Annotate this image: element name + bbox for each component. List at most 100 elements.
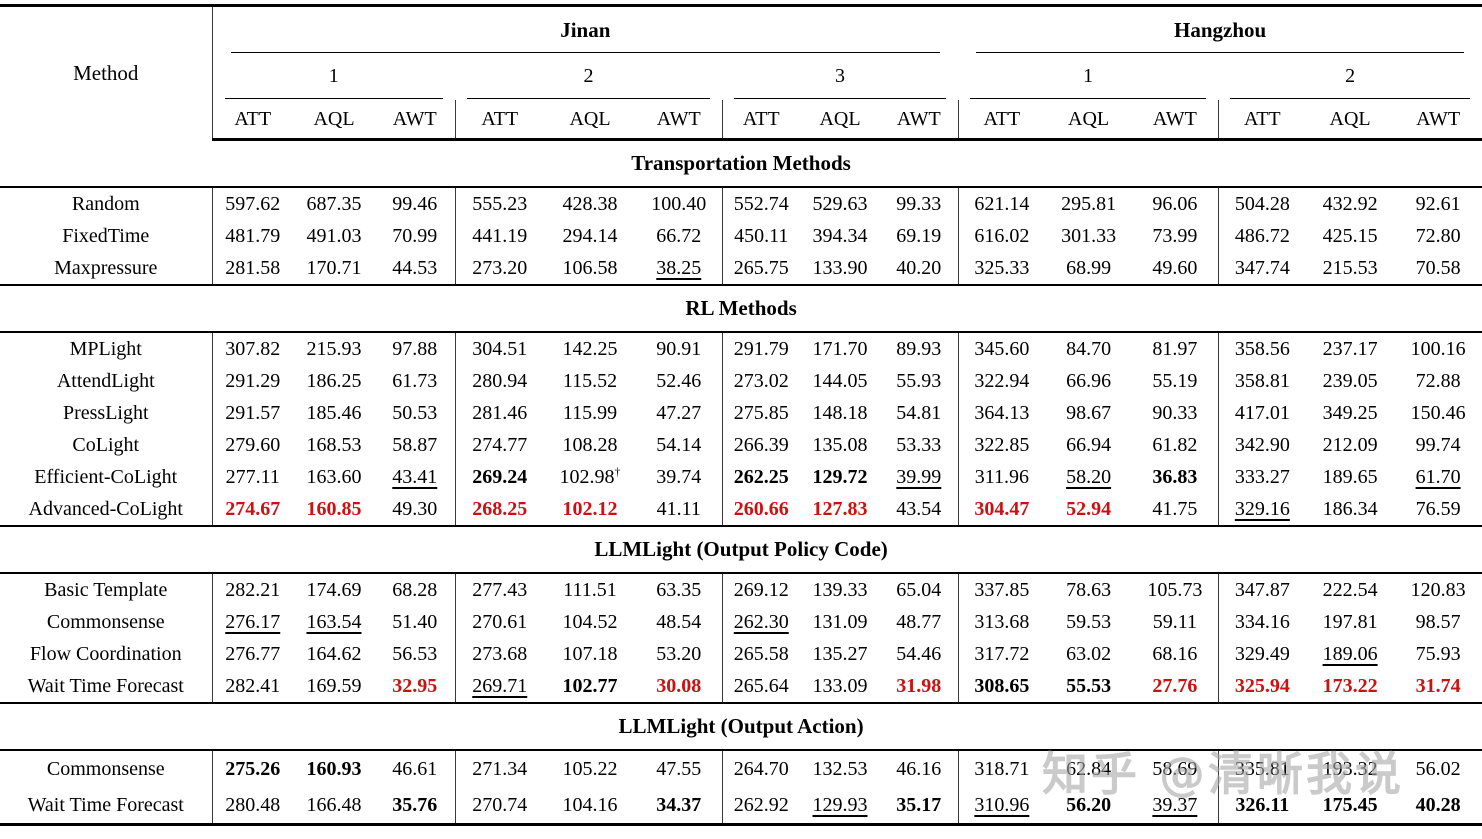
- value-cell: 97.88: [392, 338, 438, 360]
- value-cell: 171.70: [812, 338, 868, 360]
- value-cell: 55.19: [1152, 370, 1198, 392]
- method-name-cell: AttendLight: [0, 365, 213, 397]
- value-cell: 262.25: [721, 461, 800, 493]
- value-cell: 59.53: [1066, 611, 1112, 633]
- value-cell: 129.93: [812, 794, 868, 816]
- table-row: PressLight 291.57 185.46 50.53 281.46 115.99 4…: [0, 397, 1482, 429]
- value-cell: 139.33: [812, 579, 868, 601]
- value-cell: 301.33: [1061, 225, 1117, 247]
- value-cell: 186.25: [306, 370, 362, 392]
- value-cell: 491.03: [306, 225, 362, 247]
- value-cell: 166.48: [306, 794, 362, 816]
- value-cell: 47.27: [656, 402, 702, 424]
- value-cell: 100.16: [1410, 338, 1466, 360]
- scenario-label: 2: [583, 64, 594, 87]
- value-cell: 84.70: [1066, 338, 1112, 360]
- value-cell: 58.87: [392, 434, 438, 456]
- value-cell: 163.60: [306, 466, 362, 488]
- scenario-rule: [734, 97, 947, 99]
- value-cell: 265.58: [721, 638, 800, 670]
- value-cell: 450.11: [721, 220, 800, 252]
- value-cell: 133.09: [812, 675, 868, 697]
- value-cell: 62.84: [1066, 758, 1112, 780]
- value-cell: 56.53: [392, 643, 438, 665]
- value-cell: 687.35: [306, 193, 362, 215]
- benchmark-results-table: Method Jinan Hangzhou 1 2 3 1 2 ATT AQL AWT ATT AQL A…: [0, 4, 1482, 826]
- value-cell: 307.82: [211, 332, 293, 365]
- value-cell: 304.47: [957, 493, 1046, 526]
- value-cell: 313.68: [957, 606, 1046, 638]
- value-cell: 40.28: [1415, 794, 1461, 816]
- value-cell: 335.81: [1217, 750, 1307, 787]
- metric-header-awt: AWT: [880, 100, 959, 141]
- scenario-label: 1: [328, 64, 339, 87]
- value-cell: 295.81: [1061, 193, 1117, 215]
- metric-header-aql: AQL: [293, 100, 375, 141]
- value-cell: 262.30: [721, 606, 800, 638]
- value-cell: 291.29: [211, 365, 293, 397]
- value-cell: 164.62: [306, 643, 362, 665]
- value-cell: 282.21: [211, 573, 293, 606]
- value-cell: 107.18: [562, 643, 618, 665]
- scenario-rule: [970, 97, 1207, 99]
- value-cell: 347.87: [1217, 573, 1307, 606]
- value-cell: 175.45: [1322, 794, 1378, 816]
- value-cell: 189.06: [1322, 643, 1378, 665]
- value-cell: 34.37: [656, 794, 702, 816]
- metric-header-aql: AQL: [1045, 100, 1133, 141]
- value-cell: 186.34: [1322, 498, 1378, 520]
- metric-header-awt: AWT: [1394, 100, 1482, 141]
- value-cell: 30.08: [656, 675, 702, 697]
- method-name-cell: Maxpressure: [0, 252, 213, 285]
- value-cell: 597.62: [211, 187, 293, 220]
- value-cell: 337.85: [957, 573, 1046, 606]
- value-cell: 142.25: [562, 338, 618, 360]
- value-cell: 270.61: [454, 606, 544, 638]
- value-cell: 277.43: [454, 573, 544, 606]
- section-band-row: LLMLight (Output Action): [0, 702, 1482, 751]
- value-cell: 308.65: [957, 670, 1046, 703]
- value-cell: 51.40: [392, 611, 438, 633]
- value-cell: 72.80: [1415, 225, 1461, 247]
- value-cell: 345.60: [957, 332, 1046, 365]
- value-cell: 54.14: [656, 434, 702, 456]
- value-cell: 428.38: [562, 193, 618, 215]
- value-cell: 281.46: [454, 397, 544, 429]
- section-title: Transportation Methods: [0, 139, 1482, 188]
- value-cell: 276.77: [211, 638, 293, 670]
- value-cell: 102.77: [562, 675, 618, 697]
- scenario-rule: [224, 97, 443, 99]
- method-name-cell: Commonsense: [0, 750, 213, 787]
- metric-header-aql: AQL: [544, 100, 636, 141]
- value-cell: 322.94: [957, 365, 1046, 397]
- metric-header-att: ATT: [211, 100, 293, 141]
- value-cell: 274.77: [454, 429, 544, 461]
- table-row: Wait Time Forecast 280.48 166.48 35.76 270.7…: [0, 787, 1482, 825]
- table-row: Wait Time Forecast 282.41 169.59 32.95 269.7…: [0, 670, 1482, 703]
- value-cell: 333.27: [1217, 461, 1307, 493]
- value-cell: 277.11: [211, 461, 293, 493]
- value-cell: 66.72: [656, 225, 702, 247]
- method-name-cell: Basic Template: [0, 573, 213, 606]
- value-cell: 131.09: [812, 611, 868, 633]
- value-cell: 280.48: [211, 787, 293, 825]
- value-cell: 36.83: [1152, 466, 1198, 488]
- scenario-header: 3: [722, 54, 958, 100]
- value-cell: 135.27: [812, 643, 868, 665]
- value-cell: 43.41: [392, 466, 438, 488]
- value-cell: 441.19: [454, 220, 544, 252]
- value-cell: 394.34: [812, 225, 868, 247]
- table-row: Efficient-CoLight 277.11 163.60 43.41 269.24…: [0, 461, 1482, 493]
- value-cell: 56.20: [1066, 794, 1112, 816]
- value-cell: 170.71: [306, 257, 362, 279]
- value-cell: 552.74: [721, 187, 800, 220]
- value-cell: 41.11: [656, 498, 701, 520]
- table-row: Maxpressure 281.58 170.71 44.53 273.20 106.58…: [0, 252, 1482, 285]
- method-name-cell: Advanced-CoLight: [0, 493, 213, 526]
- value-cell: 108.28: [562, 434, 618, 456]
- value-cell: 39.99: [896, 466, 942, 488]
- value-cell: 358.56: [1217, 332, 1307, 365]
- value-cell: 215.53: [1322, 257, 1378, 279]
- value-cell: 358.81: [1217, 365, 1307, 397]
